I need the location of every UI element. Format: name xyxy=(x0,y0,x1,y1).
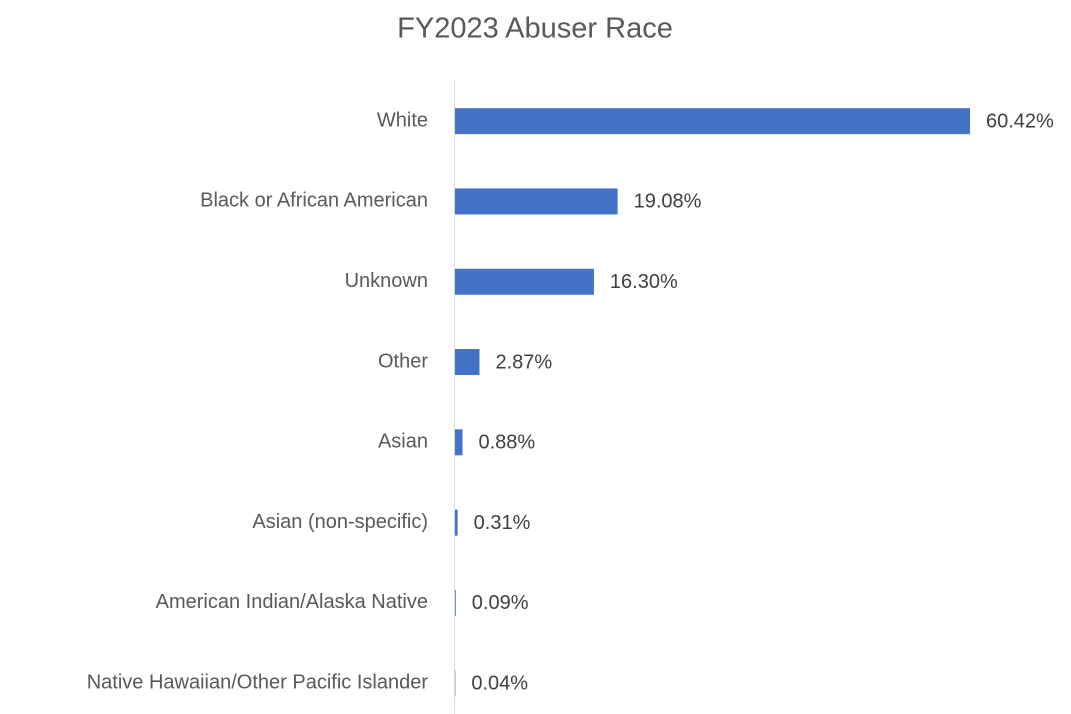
y-tick-label: Unknown xyxy=(345,270,428,292)
bar xyxy=(455,108,970,135)
y-tick-label: American Indian/Alaska Native xyxy=(156,591,428,613)
data-label: 2.87% xyxy=(495,351,552,373)
bar xyxy=(455,188,618,215)
y-tick-label: Asian (non-specific) xyxy=(252,511,428,533)
bar xyxy=(455,349,480,376)
data-label: 0.04% xyxy=(471,673,528,695)
y-tick-label: Other xyxy=(378,350,428,372)
chart-title: FY2023 Abuser Race xyxy=(397,13,673,45)
bar xyxy=(455,509,458,536)
data-label: 0.09% xyxy=(472,592,529,614)
bar xyxy=(455,429,463,456)
data-label: 19.08% xyxy=(634,191,702,213)
y-tick-label: Native Hawaiian/Other Pacific Islander xyxy=(87,672,429,694)
data-label: 0.88% xyxy=(479,432,536,454)
bar xyxy=(455,589,456,616)
y-tick-label: Black or African American xyxy=(200,190,428,212)
y-tick-label: White xyxy=(377,109,428,131)
y-tick-label: Asian xyxy=(378,431,428,453)
bar xyxy=(455,268,594,295)
data-label: 16.30% xyxy=(610,271,678,293)
data-label: 60.42% xyxy=(986,110,1054,132)
data-label: 0.31% xyxy=(474,512,531,534)
